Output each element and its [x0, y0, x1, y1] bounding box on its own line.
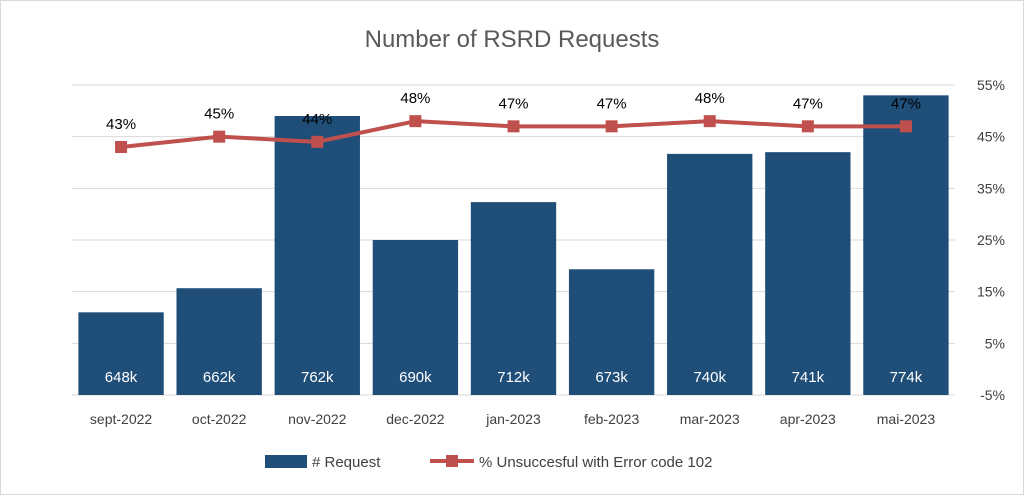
x-axis-tick: mai-2023: [877, 411, 936, 427]
line-data-label: 47%: [891, 95, 921, 112]
line-data-label: 48%: [400, 90, 430, 107]
legend-swatch-error-marker: [446, 455, 458, 467]
x-axis-tick: oct-2022: [192, 411, 247, 427]
x-axis-tick: dec-2022: [386, 411, 445, 427]
error-rate-point: [801, 120, 814, 133]
bar: [78, 312, 164, 395]
x-axis-tick: feb-2023: [584, 411, 639, 427]
error-rate-point: [507, 120, 520, 133]
right-axis-tick: 45%: [977, 129, 1005, 145]
bar: [568, 269, 655, 395]
right-axis-tick: 15%: [977, 284, 1005, 300]
error-rate-point: [409, 115, 422, 128]
error-rate-point: [115, 141, 128, 153]
bar-data-label: 762k: [301, 369, 334, 386]
line-data-label: 47%: [597, 95, 627, 112]
x-axis-tick: apr-2023: [780, 411, 836, 427]
error-rate-point: [703, 115, 716, 128]
right-axis-tick: 55%: [977, 77, 1005, 93]
error-rate-point: [311, 135, 324, 148]
right-axis-tick-labels: -5% 5% 15% 25% 35% 45% 55%: [977, 77, 1005, 403]
x-axis-tick-labels: sept-2022 oct-2022 nov-2022 dec-2022 jan-202…: [90, 411, 935, 427]
x-axis-tick: nov-2022: [288, 411, 347, 427]
error-rate-point: [605, 120, 618, 133]
bar-data-label: 648k: [105, 369, 138, 386]
bar: [176, 288, 262, 395]
legend-label-error-rate: % Unsuccesful with Error code 102: [479, 454, 712, 471]
legend-swatch-request: [265, 455, 307, 468]
line-data-label: 43%: [106, 116, 136, 133]
bar-data-label: 662k: [203, 369, 236, 386]
line-data-label: 47%: [793, 95, 823, 112]
bar: [470, 202, 557, 395]
bar-data-label: 690k: [399, 369, 432, 386]
bar: [863, 95, 949, 395]
bar-data-label: 673k: [595, 369, 628, 386]
line-series: [115, 115, 912, 153]
line-data-label: 45%: [204, 106, 234, 123]
bar: [372, 240, 459, 395]
error-rate-point: [213, 130, 226, 143]
line-data-labels: 43% 45% 44% 48% 47% 47% 48% 47% 47%: [106, 90, 921, 133]
bar-data-labels: 648k 662k 762k 690k 712k 673k 740k 741k 774k: [105, 369, 923, 386]
bar-data-label: 712k: [497, 369, 530, 386]
right-axis-tick: 5%: [985, 335, 1005, 351]
legend-label-request: # Request: [312, 454, 381, 471]
x-axis-tick: mar-2023: [680, 411, 740, 427]
right-axis-tick: 35%: [977, 180, 1005, 196]
x-axis-tick: sept-2022: [90, 411, 152, 427]
line-data-label: 44%: [302, 111, 332, 128]
bar-data-label: 740k: [693, 369, 726, 386]
right-axis-tick: 25%: [977, 232, 1005, 248]
bar-data-label: 774k: [890, 369, 923, 386]
bar-data-label: 741k: [792, 369, 825, 386]
bar: [765, 152, 851, 395]
bar: [274, 116, 360, 395]
bar-series: [78, 95, 949, 395]
x-axis-tick: jan-2023: [485, 411, 541, 427]
legend: # Request % Unsuccesful with Error code …: [265, 454, 712, 471]
chart-title: Number of RSRD Requests: [365, 26, 660, 53]
line-data-label: 48%: [695, 90, 725, 107]
right-axis-tick: -5%: [980, 387, 1005, 403]
bar: [667, 153, 753, 395]
error-rate-point: [899, 120, 912, 133]
line-data-label: 47%: [498, 95, 528, 112]
